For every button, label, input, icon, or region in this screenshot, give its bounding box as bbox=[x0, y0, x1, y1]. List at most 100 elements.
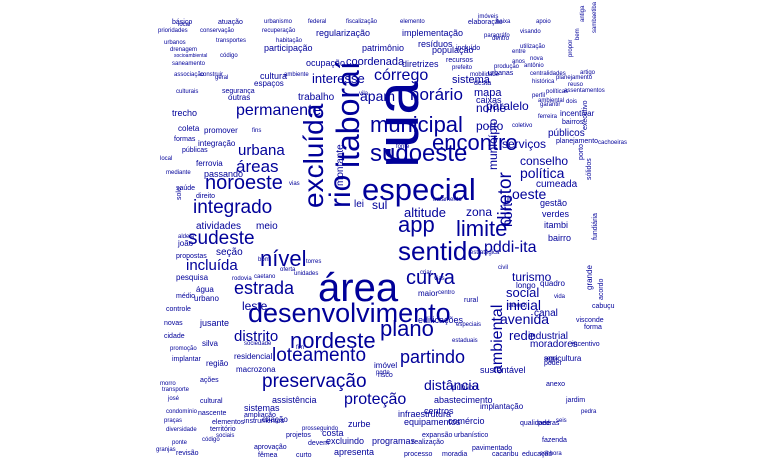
word-199: acordo bbox=[598, 278, 605, 300]
word-245: entre bbox=[512, 49, 526, 55]
word-53: sul bbox=[372, 198, 388, 212]
word-141: ações bbox=[200, 377, 219, 384]
word-260: políticas bbox=[546, 89, 569, 95]
word-269: tratamento bbox=[433, 197, 462, 203]
word-252: garantir bbox=[540, 102, 561, 108]
word-34: distrito bbox=[234, 328, 279, 345]
word-101: recursos bbox=[446, 57, 473, 64]
word-219: edificações bbox=[418, 315, 464, 325]
word-56: atividades bbox=[196, 221, 242, 232]
word-97: cultura bbox=[260, 71, 288, 81]
word-237: sociedade bbox=[244, 341, 272, 347]
word-9: encontro bbox=[432, 130, 518, 155]
word-140: macrozona bbox=[236, 365, 276, 374]
word-43: avenida bbox=[500, 311, 550, 327]
word-233: caetano bbox=[254, 274, 276, 280]
word-203: criação bbox=[262, 415, 288, 424]
word-30: áreas bbox=[236, 157, 279, 176]
word-61: mapa bbox=[474, 87, 502, 99]
word-52: município bbox=[486, 118, 500, 170]
word-92: associação bbox=[174, 72, 205, 78]
word-155: moradia bbox=[442, 451, 468, 458]
word-270: estratégica bbox=[470, 250, 500, 256]
word-93: construir bbox=[200, 72, 224, 78]
word-229: vias bbox=[434, 276, 445, 282]
word-171: qualidade bbox=[520, 420, 551, 427]
word-20: noroeste bbox=[205, 172, 283, 194]
word-222: imóvel bbox=[374, 361, 398, 370]
word-121: saúde bbox=[176, 185, 196, 192]
word-238: torres bbox=[306, 259, 322, 265]
word-80: básico bbox=[172, 19, 193, 26]
word-76: elemento bbox=[400, 19, 425, 25]
word-215: comércio bbox=[448, 416, 485, 426]
word-192: bairros bbox=[562, 119, 584, 126]
word-24: pddi-ita bbox=[484, 239, 537, 256]
word-198: grande bbox=[585, 265, 594, 290]
word-257: planejamento bbox=[556, 75, 593, 81]
word-239: unidades bbox=[294, 271, 319, 277]
word-209: território bbox=[210, 426, 236, 433]
word-166: centros bbox=[424, 406, 454, 416]
word-144: josé bbox=[168, 396, 180, 402]
word-128: água bbox=[196, 285, 214, 294]
word-159: zurbe bbox=[348, 419, 371, 429]
word-84: recuperação bbox=[262, 28, 296, 34]
word-263: sambaetiba bbox=[592, 2, 598, 34]
word-246: artigo bbox=[580, 70, 596, 76]
word-207: nascente bbox=[198, 410, 227, 417]
word-45: política bbox=[520, 165, 565, 181]
word-163: programas bbox=[372, 436, 416, 446]
word-241: seis bbox=[556, 418, 567, 424]
word-243: utilização bbox=[520, 44, 546, 50]
word-28: córrego bbox=[374, 67, 429, 84]
word-250: paragráfo bbox=[484, 33, 510, 39]
word-150: revisão bbox=[176, 450, 199, 457]
word-242: visando bbox=[520, 29, 541, 35]
word-37: oeste bbox=[512, 186, 547, 202]
word-118: passando bbox=[204, 169, 244, 179]
word-275: geral bbox=[215, 75, 229, 81]
word-91: saneamento bbox=[172, 61, 206, 67]
word-95: segurança bbox=[222, 88, 255, 95]
word-98: ambiente bbox=[284, 72, 309, 78]
word-145: condomínio bbox=[166, 409, 198, 415]
word-176: incentivo bbox=[572, 341, 600, 348]
word-106: histórica bbox=[532, 79, 555, 85]
word-188: verdes bbox=[542, 209, 570, 219]
word-81: prioridades bbox=[158, 28, 188, 34]
word-33: apam bbox=[360, 88, 396, 104]
word-79: apoio bbox=[536, 19, 551, 25]
word-164: abastecimento bbox=[434, 395, 493, 405]
word-10: sentido bbox=[398, 236, 482, 266]
word-265: ambiental bbox=[538, 98, 565, 104]
word-190: incentivar bbox=[560, 109, 595, 118]
word-193: executivo bbox=[582, 100, 589, 130]
word-60: caixas bbox=[476, 95, 502, 105]
word-111: trecho bbox=[172, 108, 198, 118]
word-55: meio bbox=[256, 221, 278, 232]
word-115: local bbox=[160, 156, 173, 162]
word-236: fim bbox=[296, 345, 304, 351]
word-41: rede bbox=[509, 328, 536, 343]
word-271: itaboraí bbox=[507, 303, 528, 309]
word-22: sudeste bbox=[188, 228, 255, 249]
word-158: senhora bbox=[540, 451, 562, 457]
word-187: itambi bbox=[544, 220, 569, 230]
word-244: dentro bbox=[492, 36, 510, 42]
word-151: código bbox=[202, 437, 220, 443]
word-83: conservação bbox=[200, 28, 235, 34]
word-268: fonte bbox=[396, 144, 410, 150]
word-230: civil bbox=[498, 265, 508, 271]
word-248: dois bbox=[566, 99, 578, 105]
word-32: incluída bbox=[186, 257, 238, 274]
word-69: implementação bbox=[402, 28, 464, 38]
word-217: realização bbox=[412, 439, 444, 446]
word-89: drenagem bbox=[170, 47, 198, 53]
word-114: públicas bbox=[182, 147, 208, 154]
word-132: jusante bbox=[200, 318, 230, 328]
word-86: transportes bbox=[216, 38, 247, 44]
word-249: imóveis bbox=[478, 14, 499, 20]
word-136: implantar bbox=[172, 356, 201, 363]
